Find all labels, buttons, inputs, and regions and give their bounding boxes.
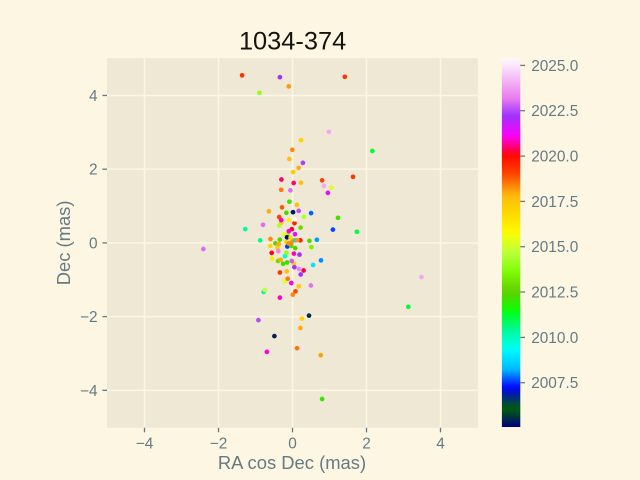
svg-text:2017.5: 2017.5 [531,194,578,211]
svg-text:4: 4 [436,435,445,452]
svg-text:4: 4 [89,88,98,105]
svg-text:RA cos Dec (mas): RA cos Dec (mas) [218,452,366,473]
svg-text:−2: −2 [80,309,98,326]
svg-text:−2: −2 [210,435,228,452]
svg-text:1034-374: 1034-374 [239,27,346,55]
svg-text:2007.5: 2007.5 [531,375,578,392]
svg-text:2012.5: 2012.5 [531,285,578,302]
svg-text:0: 0 [288,435,297,452]
svg-text:2020.0: 2020.0 [531,149,578,166]
svg-text:2010.0: 2010.0 [531,330,578,347]
svg-text:−4: −4 [80,383,98,400]
svg-text:0: 0 [89,235,98,252]
svg-text:2: 2 [362,435,371,452]
svg-text:−4: −4 [136,435,154,452]
svg-text:2022.5: 2022.5 [531,103,578,120]
svg-text:2025.0: 2025.0 [531,58,578,75]
svg-text:2015.0: 2015.0 [531,239,578,256]
svg-text:2: 2 [89,162,98,179]
svg-text:Dec (mas): Dec (mas) [53,200,74,285]
